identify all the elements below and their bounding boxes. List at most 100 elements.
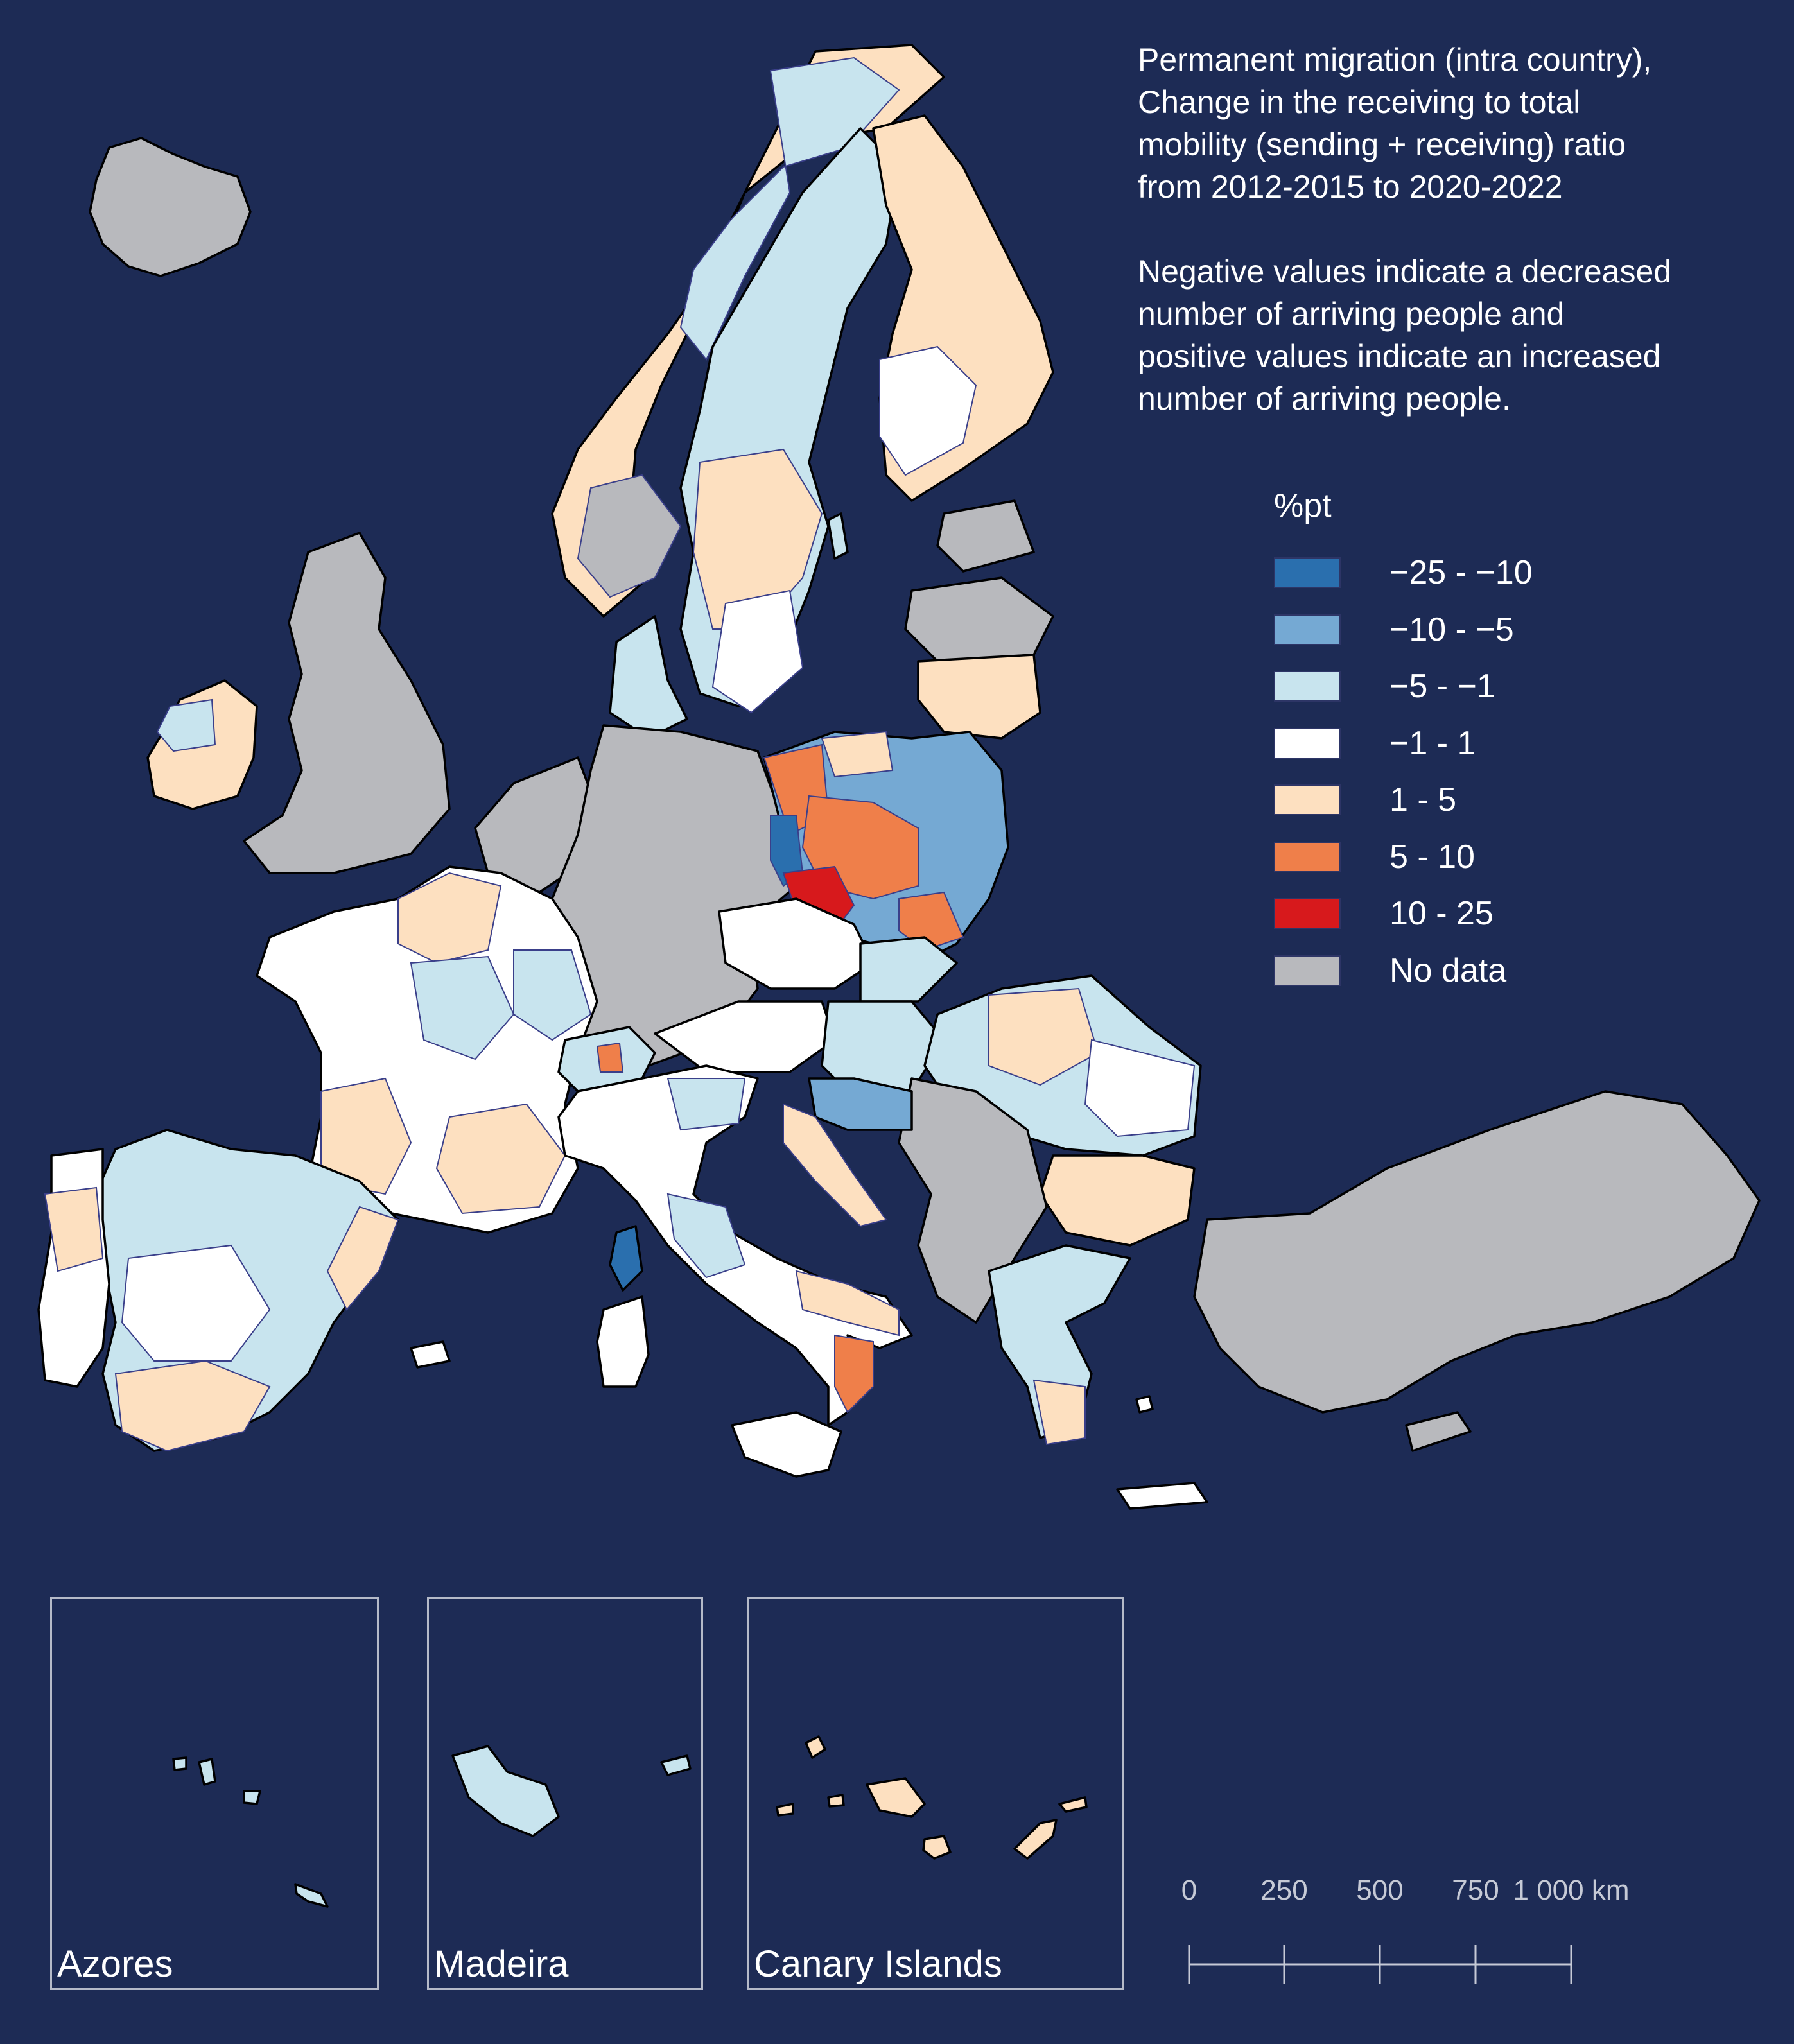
latvia — [904, 576, 1054, 663]
sweden-skane — [711, 589, 804, 714]
iceland — [89, 137, 252, 277]
italy-puglia — [795, 1270, 900, 1337]
canary-island-2 — [866, 1777, 926, 1818]
balearic — [410, 1340, 451, 1369]
legend-item: −5 - −1 — [1274, 658, 1533, 715]
title-line: mobility (sending + receiving) ratio — [1138, 126, 1626, 162]
legend-item: −1 - 1 — [1274, 715, 1533, 772]
sardinia — [596, 1295, 650, 1388]
title-line: Change in the receiving to total — [1138, 84, 1581, 120]
legend-label: −5 - −1 — [1389, 668, 1495, 706]
france-north — [397, 872, 502, 964]
canary-island-3 — [922, 1835, 952, 1860]
scale-label: 1 000 km — [1513, 1875, 1630, 1906]
title-line: Permanent migration (intra country), — [1138, 42, 1652, 78]
norway-south — [577, 474, 682, 598]
crete — [1116, 1482, 1208, 1510]
greece — [988, 1244, 1131, 1439]
legend-title: %pt — [1274, 487, 1332, 524]
turkey — [1193, 1090, 1761, 1414]
poland-south-east — [898, 891, 964, 951]
poland-north — [821, 731, 894, 778]
canary-island-4 — [1013, 1819, 1058, 1860]
legend-label: No data — [1389, 951, 1507, 989]
finland-central — [879, 345, 977, 476]
note-line: Negative values indicate a decreased — [1138, 254, 1672, 290]
legend-item: −10 - −5 — [1274, 602, 1533, 659]
canary-island-6 — [776, 1803, 794, 1817]
balkans — [898, 1077, 1048, 1324]
inset-label: Canary Islands — [754, 1943, 1002, 1985]
legend: %pt −25 - −10 −10 - −5 −5 - −1 −1 - 1 1 - 5 5… — [1274, 487, 1533, 999]
madeira-island — [451, 1745, 560, 1837]
canary-island-5 — [1058, 1796, 1088, 1813]
legend-item: 5 - 10 — [1274, 829, 1533, 886]
slovakia — [859, 936, 958, 1003]
inset-madeira: Madeira — [427, 1597, 703, 1990]
legend-label: 5 - 10 — [1389, 838, 1475, 876]
legend-label: 1 - 5 — [1389, 781, 1457, 819]
legend-item: −25 - −10 — [1274, 544, 1533, 602]
scale-label: 500 — [1356, 1875, 1404, 1906]
legend-label: −25 - −10 — [1389, 554, 1533, 592]
aegean-islands — [1135, 1395, 1154, 1414]
france-east — [513, 949, 592, 1041]
legend-swatch — [1274, 955, 1341, 986]
sicily — [731, 1411, 842, 1478]
azores-island-1 — [198, 1758, 216, 1786]
gotland — [827, 512, 849, 560]
legend-swatch — [1274, 614, 1341, 645]
portugal — [37, 1148, 110, 1388]
canary-island-7 — [827, 1794, 845, 1808]
legend-swatch — [1274, 727, 1341, 759]
inset-label: Madeira — [434, 1943, 569, 1985]
italy-center — [666, 1193, 746, 1279]
legend-item: No data — [1274, 942, 1533, 1000]
switzerland-ticino — [596, 1042, 624, 1073]
legend-label: −10 - −5 — [1389, 611, 1514, 648]
great-britain — [243, 532, 451, 874]
romania-south — [1084, 1039, 1196, 1138]
corsica — [609, 1225, 643, 1292]
map-title: Permanent migration (intra country), Cha… — [1138, 39, 1780, 420]
legend-swatch — [1274, 898, 1341, 930]
legend-item: 1 - 5 — [1274, 772, 1533, 829]
legend-swatch — [1274, 784, 1341, 816]
legend-swatch — [1274, 557, 1341, 589]
legend-label: 10 - 25 — [1389, 895, 1494, 933]
scale-label: 0 — [1181, 1875, 1197, 1906]
inset-label: Azores — [57, 1943, 173, 1985]
inset-canary-islands: Canary Islands — [747, 1597, 1124, 1990]
note-line: positive values indicate an increased — [1138, 338, 1661, 374]
croatia-adriatic — [783, 1103, 887, 1227]
legend-item: 10 - 25 — [1274, 885, 1533, 942]
cyprus — [1405, 1411, 1472, 1452]
bulgaria — [1039, 1154, 1196, 1247]
legend-swatch — [1274, 841, 1341, 872]
note-line: number of arriving people. — [1138, 381, 1511, 417]
inset-azores: Azores — [50, 1597, 379, 1990]
estonia — [936, 499, 1035, 573]
legend-label: −1 - 1 — [1389, 724, 1476, 762]
spain-east — [326, 1206, 399, 1311]
title-line: from 2012-2015 to 2020-2022 — [1138, 169, 1563, 205]
scale-label: 750 — [1452, 1875, 1499, 1906]
azores-island-4 — [294, 1883, 329, 1908]
canary-island-1 — [805, 1735, 826, 1759]
portugal-north — [44, 1186, 104, 1272]
spain-center — [121, 1244, 271, 1362]
spain-south — [114, 1360, 271, 1452]
italy-calabria — [834, 1334, 874, 1414]
france-center — [410, 955, 515, 1061]
norway-north — [679, 56, 900, 361]
denmark — [609, 615, 688, 740]
romania-north-west — [988, 987, 1099, 1086]
benelux — [474, 756, 598, 894]
azores-island-2 — [172, 1756, 187, 1771]
azores-island-3 — [243, 1790, 261, 1805]
lithuania — [917, 654, 1041, 740]
note-line: number of arriving people and — [1138, 296, 1565, 332]
greece-south — [1032, 1379, 1086, 1446]
france-south — [435, 1103, 566, 1215]
